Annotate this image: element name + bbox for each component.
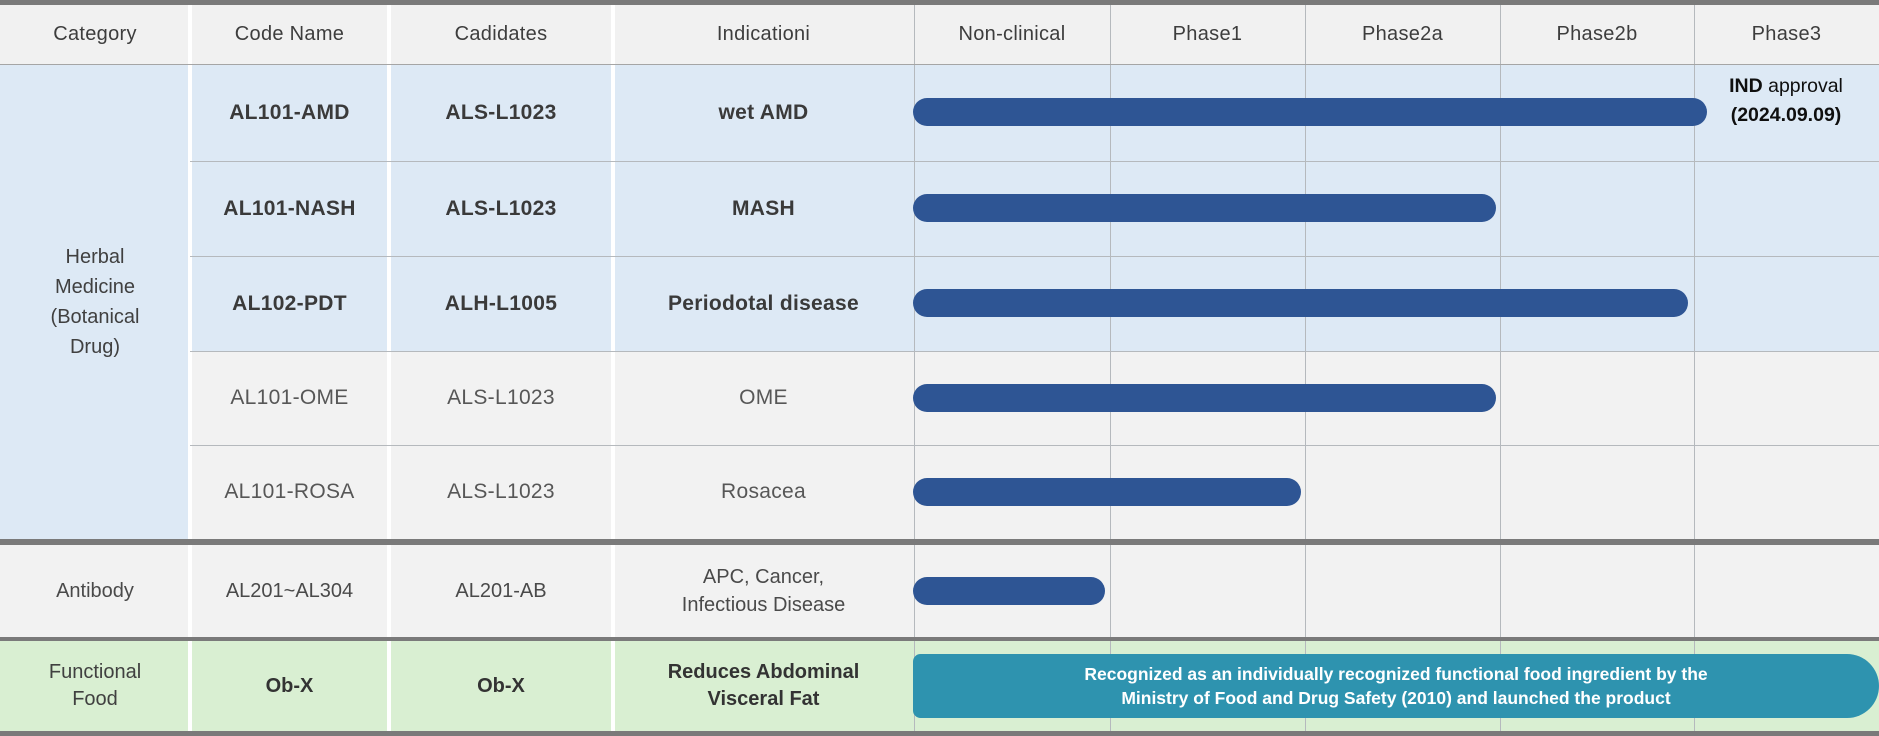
candidates-cell: ALS-L1023 <box>445 196 557 220</box>
indication-cell: Rosacea <box>721 480 806 503</box>
gridline <box>190 445 1879 446</box>
gantt-bar <box>913 98 1707 126</box>
column-separator <box>387 5 391 731</box>
header-cell-category: Category <box>53 23 137 45</box>
column-separator <box>188 5 192 731</box>
section-border <box>0 637 1879 641</box>
gridline <box>190 256 1879 257</box>
candidates-cell: ALS-L1023 <box>447 386 555 409</box>
header-cell-nonclinical: Non-clinical <box>958 23 1066 45</box>
candidates-cell: ALH-L1005 <box>444 291 558 315</box>
column-separator <box>611 5 615 731</box>
ind-label: IND <box>1729 75 1763 97</box>
code-name-cell: AL101-AMD <box>229 100 350 124</box>
header-background <box>0 5 1879 64</box>
candidates-cell: ALS-L1023 <box>447 480 555 503</box>
ind-approval-date: (2024.09.09) <box>1730 104 1842 126</box>
code-name-cell: Ob-X <box>265 674 314 697</box>
code-name-cell: AL101-ROSA <box>224 480 355 503</box>
ind-approval-annotation: IND approval (2024.09.09) <box>1696 70 1876 132</box>
candidates-cell: Ob-X <box>477 674 525 697</box>
code-name-cell: AL101-NASH <box>223 196 356 220</box>
candidates-cell: AL201-AB <box>455 580 547 602</box>
indication-cell: APC, Cancer, Infectious Disease <box>681 566 846 616</box>
header-cell-indication: Indicationi <box>716 23 811 45</box>
indication-cell: MASH <box>731 196 796 220</box>
code-name-cell: AL201~AL304 <box>225 580 354 602</box>
indication-cell: Periodotal disease <box>668 291 859 315</box>
header-cell-code-name: Code Name <box>234 23 345 45</box>
gridline <box>190 161 1879 162</box>
candidates-cell: ALS-L1023 <box>445 100 557 124</box>
category-cell-functional: Functional Food <box>48 661 142 710</box>
gantt-bar <box>913 478 1301 506</box>
gridline <box>1110 5 1111 731</box>
section-border <box>0 539 1879 545</box>
code-name-cell: AL102-PDT <box>232 291 347 315</box>
ind-approval-line1: IND approval <box>1729 72 1843 101</box>
indication-cell: OME <box>739 386 788 409</box>
gridline <box>1500 5 1501 731</box>
indication-cell: Reduces Abdominal Visceral Fat <box>667 661 860 710</box>
gridline <box>190 351 1879 352</box>
gantt-bar <box>913 384 1496 412</box>
gantt-bar <box>913 194 1496 222</box>
code-name-cell: AL101-OME <box>230 386 349 409</box>
category-cell-herbal-background <box>0 64 190 539</box>
gantt-bar <box>913 577 1105 605</box>
header-cell-phase3: Phase3 <box>1751 23 1822 45</box>
indication-cell: wet AMD <box>718 100 809 124</box>
functional-food-banner: Recognized as an individually recognized… <box>913 654 1879 718</box>
approval-label: approval <box>1768 75 1843 97</box>
header-cell-candidates: Cadidates <box>454 23 548 45</box>
gridline <box>1305 5 1306 731</box>
header-cell-phase2b: Phase2b <box>1556 23 1638 45</box>
section-border-top <box>0 0 1879 5</box>
category-cell-herbal: Herbal Medicine (Botanical Drug) <box>50 245 140 358</box>
gantt-bar <box>913 289 1688 317</box>
category-cell-antibody: Antibody <box>56 580 134 602</box>
header-cell-phase2a: Phase2a <box>1361 23 1444 45</box>
gridline <box>914 5 915 731</box>
gridline <box>0 64 1879 65</box>
section-border-bottom <box>0 731 1879 736</box>
header-cell-phase1: Phase1 <box>1172 23 1243 45</box>
gridline <box>1694 5 1695 731</box>
